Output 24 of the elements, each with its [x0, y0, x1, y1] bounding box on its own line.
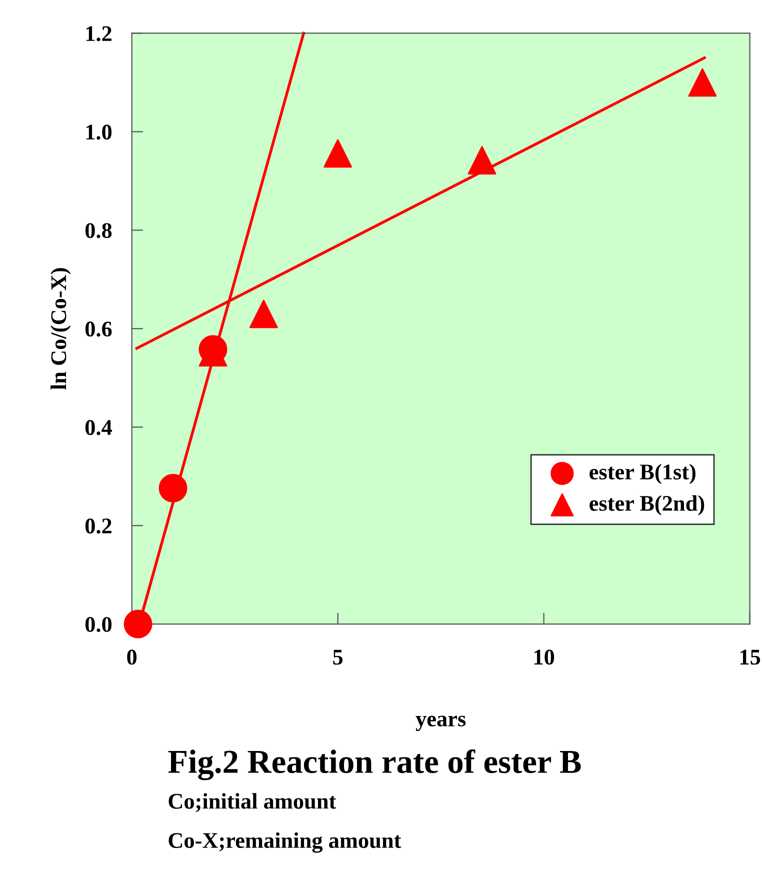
point — [158, 474, 188, 502]
y-tick-label: 1.2 — [86, 26, 112, 42]
caption: Fig.2 Reaction rate of ester B — [168, 749, 581, 780]
legend-label: ester B(2nd) — [590, 495, 704, 516]
point — [124, 610, 152, 638]
x-axis-title: years — [416, 716, 466, 732]
text: Co;initial amount — [168, 793, 336, 812]
y-tick-label: 1.0 — [86, 124, 112, 140]
x-tick-label: 10 — [534, 650, 554, 665]
point — [324, 139, 352, 168]
y-tick-label: 0.0 — [85, 616, 112, 632]
y-axis-title: ln Co/(Co-X) — [50, 268, 71, 390]
point — [688, 68, 717, 97]
x-tick-label: 15 — [740, 650, 760, 665]
point — [468, 146, 496, 174]
point — [249, 300, 278, 328]
text: Co-X;remaining amount — [168, 832, 402, 853]
x-tick-label: 5 — [333, 650, 343, 665]
y-tick-label: 0.6 — [85, 322, 112, 337]
y-tick-label: 0.8 — [85, 223, 112, 238]
x-tick-label: 0 — [127, 650, 137, 665]
y-tick-label: 0.2 — [85, 518, 112, 534]
y-tick-label: 0.4 — [85, 420, 112, 436]
legend-label: ester B(1st) — [590, 464, 696, 484]
